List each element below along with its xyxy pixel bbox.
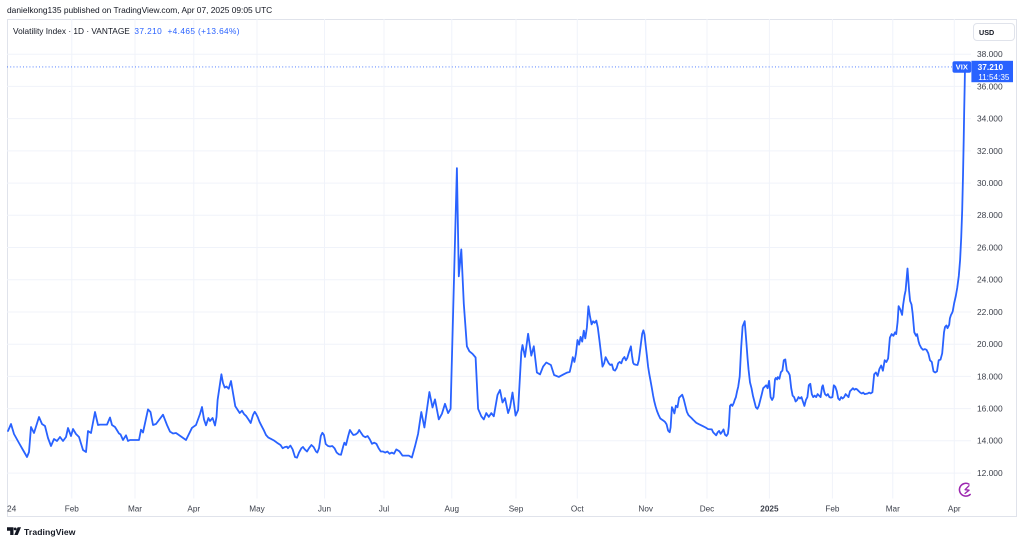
svg-text:Apr: Apr	[948, 505, 961, 514]
svg-text:Feb: Feb	[65, 505, 80, 514]
svg-text:36.000: 36.000	[977, 81, 1003, 91]
svg-text:12.000: 12.000	[977, 468, 1003, 478]
svg-text:30.000: 30.000	[977, 178, 1003, 188]
svg-text:14.000: 14.000	[977, 436, 1003, 446]
svg-text:VIX: VIX	[956, 62, 968, 71]
svg-text:37.210: 37.210	[978, 62, 1004, 72]
svg-text:Aug: Aug	[445, 505, 460, 514]
svg-text:18.000: 18.000	[977, 371, 1003, 381]
svg-text:16.000: 16.000	[977, 404, 1003, 414]
svg-text:Sep: Sep	[509, 505, 524, 514]
svg-text:28.000: 28.000	[977, 210, 1003, 220]
svg-text:2025: 2025	[760, 505, 779, 514]
svg-text:32.000: 32.000	[977, 146, 1003, 156]
svg-text:Apr: Apr	[187, 505, 200, 514]
svg-text:Jul: Jul	[379, 505, 390, 514]
svg-text:Nov: Nov	[638, 505, 653, 514]
svg-text:May: May	[249, 505, 265, 514]
svg-text:11:54:35: 11:54:35	[978, 73, 1010, 82]
svg-text:24: 24	[7, 504, 17, 514]
svg-text:26.000: 26.000	[977, 242, 1003, 252]
svg-text:22.000: 22.000	[977, 307, 1003, 317]
svg-text:20.000: 20.000	[977, 339, 1003, 349]
svg-text:24.000: 24.000	[977, 275, 1003, 285]
svg-text:34.000: 34.000	[977, 114, 1003, 124]
svg-text:Dec: Dec	[700, 505, 715, 514]
svg-text:Mar: Mar	[128, 505, 142, 514]
svg-text:Oct: Oct	[571, 505, 584, 514]
svg-text:38.000: 38.000	[977, 49, 1003, 59]
svg-text:Jun: Jun	[318, 505, 332, 514]
svg-text:Feb: Feb	[825, 505, 840, 514]
svg-text:Mar: Mar	[886, 505, 900, 514]
